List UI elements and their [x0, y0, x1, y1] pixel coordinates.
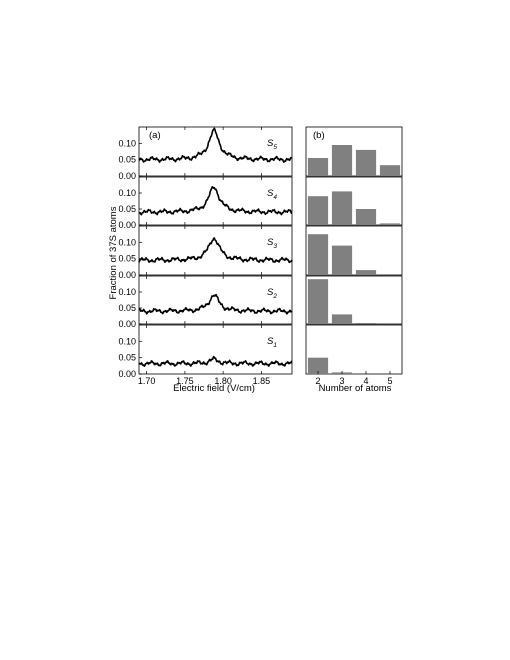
- series-label-subscript: 3: [273, 243, 277, 250]
- atom-number-panel: [305, 275, 403, 325]
- field-scan-panel: 0.00 0.05 0.10 1.70 1.75 1.80 1.85 S1: [118, 324, 293, 386]
- y-tick-label: 0.05: [118, 353, 136, 363]
- y-tick-label: 0.00: [118, 270, 136, 280]
- field-scan-panel: 0.00 0.05 0.10 S5 (a): [118, 126, 293, 181]
- x-axis-title-atoms: Number of atoms: [319, 383, 392, 394]
- series-trace: [138, 127, 293, 163]
- bar: [307, 357, 329, 374]
- y-tick-label: 0.00: [118, 319, 136, 329]
- panel-frame: [138, 324, 293, 375]
- atom-number-panel: [305, 225, 403, 276]
- bar: [307, 196, 329, 225]
- panel-label: (b): [313, 130, 325, 141]
- x-tick-label: 1.85: [253, 376, 271, 386]
- y-tick-label: 0.05: [118, 155, 136, 165]
- x-tick-label: 1.80: [214, 376, 232, 386]
- bar: [331, 145, 353, 176]
- y-axis-title: Fraction of 37S atoms: [108, 206, 119, 299]
- series-label: S2: [267, 287, 277, 300]
- bar: [379, 223, 401, 225]
- y-tick-label: 0.05: [118, 303, 136, 313]
- bar: [307, 158, 329, 176]
- series-trace: [138, 355, 293, 367]
- x-tick-label: 1.75: [176, 376, 194, 386]
- y-tick-label: 0.05: [118, 204, 136, 214]
- y-tick-label: 0.10: [118, 336, 136, 346]
- bar: [355, 323, 377, 324]
- x-axis-title-field: Electric field (V/cm): [173, 383, 255, 394]
- series-label: S1: [267, 336, 277, 349]
- field-scan-panels: 0.000.050.10 S5(a)0.000.050.10 S40.000.050…: [118, 126, 293, 386]
- panel-frame: [305, 275, 403, 325]
- panel-frame: [305, 126, 403, 177]
- series-label-subscript: 5: [273, 144, 277, 151]
- series-label-subscript: 1: [273, 342, 277, 349]
- panel-frame: [138, 275, 293, 325]
- panel-frame: [305, 225, 403, 276]
- series-label-subscript: 4: [273, 194, 277, 201]
- y-tick-label: 0.10: [118, 138, 136, 148]
- series-label: S5: [267, 138, 277, 151]
- bar: [355, 209, 377, 225]
- y-tick-label: 0.10: [118, 188, 136, 198]
- panel-frame: [138, 126, 293, 177]
- series-label-subscript: 2: [272, 293, 277, 300]
- series-trace: [138, 186, 293, 216]
- x-tick-label: 5: [387, 376, 392, 386]
- series-label: S3: [267, 237, 277, 250]
- y-tick-label: 0.00: [118, 220, 136, 230]
- bar: [331, 245, 353, 275]
- bar: [307, 234, 329, 275]
- y-tick-label: 0.00: [118, 369, 136, 379]
- series-label: S4: [267, 188, 277, 201]
- field-scan-panel: 0.00 0.05 0.10 S2: [118, 275, 293, 329]
- panel-frame: [305, 324, 403, 375]
- panel-frame: [305, 176, 403, 226]
- field-scan-panel: 0.00 0.05 0.10 S4: [118, 176, 293, 230]
- bar: [355, 149, 377, 176]
- panel-frame: [138, 176, 293, 226]
- bar: [331, 191, 353, 225]
- y-tick-label: 0.00: [118, 171, 136, 181]
- x-tick-label: 4: [363, 376, 368, 386]
- series-trace: [138, 293, 293, 315]
- x-tick-label: 3: [339, 376, 344, 386]
- bar: [379, 165, 401, 176]
- bar: [307, 279, 329, 324]
- y-tick-label: 0.05: [118, 254, 136, 264]
- atom-number-panel: 2 3 4 5: [305, 324, 403, 386]
- y-tick-label: 0.10: [118, 287, 136, 297]
- bar: [355, 270, 377, 275]
- y-tick-label: 0.10: [118, 237, 136, 247]
- x-tick-label: 1.70: [138, 376, 156, 386]
- series-trace: [138, 237, 293, 264]
- bar: [331, 314, 353, 324]
- atom-number-panel: [305, 176, 403, 226]
- atom-number-panels: (b) 2 3 4 5: [305, 126, 403, 386]
- atom-number-panel: (b): [305, 126, 403, 177]
- panel-label: (a): [149, 130, 161, 141]
- field-scan-panel: 0.00 0.05 0.10 S3: [118, 225, 293, 280]
- panel-frame: [138, 225, 293, 276]
- x-tick-label: 2: [315, 376, 320, 386]
